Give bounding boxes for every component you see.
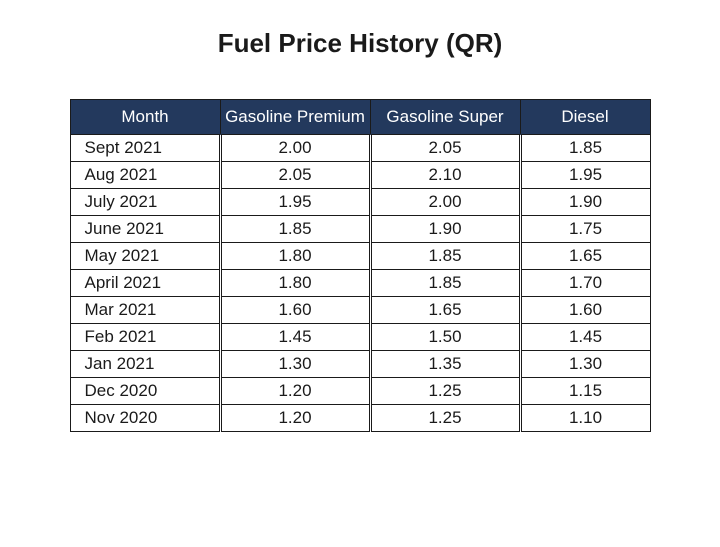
table-row: April 20211.801.851.70 xyxy=(70,270,650,297)
col-header-super: Gasoline Super xyxy=(370,100,520,135)
cell-month: Feb 2021 xyxy=(70,324,220,351)
table-row: Sept 20212.002.051.85 xyxy=(70,135,650,162)
cell-month: Sept 2021 xyxy=(70,135,220,162)
table-body: Sept 20212.002.051.85Aug 20212.052.101.9… xyxy=(70,135,650,432)
cell-value: 1.65 xyxy=(520,243,650,270)
cell-value: 1.95 xyxy=(520,162,650,189)
table-row: Jan 20211.301.351.30 xyxy=(70,351,650,378)
col-header-month: Month xyxy=(70,100,220,135)
cell-value: 1.20 xyxy=(220,378,370,405)
cell-value: 1.65 xyxy=(370,297,520,324)
table-header-row: Month Gasoline Premium Gasoline Super Di… xyxy=(70,100,650,135)
cell-value: 2.05 xyxy=(220,162,370,189)
cell-value: 1.80 xyxy=(220,270,370,297)
cell-value: 1.25 xyxy=(370,405,520,432)
page-title: Fuel Price History (QR) xyxy=(0,28,720,59)
cell-value: 1.85 xyxy=(520,135,650,162)
cell-value: 1.10 xyxy=(520,405,650,432)
cell-month: Dec 2020 xyxy=(70,378,220,405)
cell-month: Jan 2021 xyxy=(70,351,220,378)
cell-value: 1.60 xyxy=(220,297,370,324)
cell-month: May 2021 xyxy=(70,243,220,270)
cell-value: 1.75 xyxy=(520,216,650,243)
cell-value: 1.85 xyxy=(220,216,370,243)
col-header-diesel: Diesel xyxy=(520,100,650,135)
col-header-premium: Gasoline Premium xyxy=(220,100,370,135)
cell-value: 2.00 xyxy=(370,189,520,216)
cell-value: 1.35 xyxy=(370,351,520,378)
cell-value: 1.15 xyxy=(520,378,650,405)
table-row: June 20211.851.901.75 xyxy=(70,216,650,243)
cell-value: 1.60 xyxy=(520,297,650,324)
cell-value: 1.45 xyxy=(220,324,370,351)
cell-month: Nov 2020 xyxy=(70,405,220,432)
cell-month: July 2021 xyxy=(70,189,220,216)
cell-value: 1.95 xyxy=(220,189,370,216)
cell-value: 1.80 xyxy=(220,243,370,270)
table-row: May 20211.801.851.65 xyxy=(70,243,650,270)
table-row: July 20211.952.001.90 xyxy=(70,189,650,216)
table-row: Aug 20212.052.101.95 xyxy=(70,162,650,189)
cell-value: 1.30 xyxy=(220,351,370,378)
cell-value: 1.70 xyxy=(520,270,650,297)
cell-value: 1.25 xyxy=(370,378,520,405)
cell-value: 1.30 xyxy=(520,351,650,378)
cell-value: 1.50 xyxy=(370,324,520,351)
cell-value: 2.05 xyxy=(370,135,520,162)
cell-value: 2.00 xyxy=(220,135,370,162)
cell-value: 1.20 xyxy=(220,405,370,432)
cell-value: 1.45 xyxy=(520,324,650,351)
cell-month: Aug 2021 xyxy=(70,162,220,189)
table-row: Mar 20211.601.651.60 xyxy=(70,297,650,324)
cell-value: 1.90 xyxy=(370,216,520,243)
cell-value: 1.85 xyxy=(370,270,520,297)
cell-month: June 2021 xyxy=(70,216,220,243)
table-row: Dec 20201.201.251.15 xyxy=(70,378,650,405)
cell-month: April 2021 xyxy=(70,270,220,297)
cell-value: 2.10 xyxy=(370,162,520,189)
price-table: Month Gasoline Premium Gasoline Super Di… xyxy=(70,99,651,432)
cell-month: Mar 2021 xyxy=(70,297,220,324)
cell-value: 1.90 xyxy=(520,189,650,216)
cell-value: 1.85 xyxy=(370,243,520,270)
table-row: Nov 20201.201.251.10 xyxy=(70,405,650,432)
table-row: Feb 20211.451.501.45 xyxy=(70,324,650,351)
